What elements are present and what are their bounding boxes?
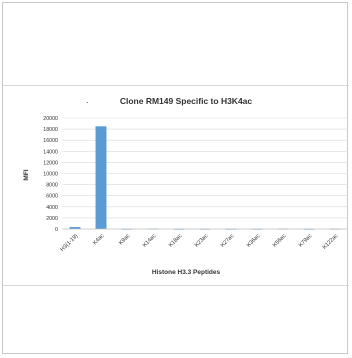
- x-tick-label: K56ac: [272, 233, 288, 249]
- x-tick-label: K79ac: [298, 233, 314, 249]
- title-prefix: .: [86, 95, 89, 105]
- x-tick-label: K4ac: [92, 233, 105, 246]
- top-divider: [3, 85, 349, 86]
- gridlines: [62, 117, 348, 219]
- y-tick-label: 10000: [43, 172, 58, 178]
- y-tick-label: 20000: [43, 116, 58, 122]
- x-axis-label: Histone H3.3 Peptides: [152, 269, 221, 276]
- y-axis-label: MFI: [23, 169, 30, 180]
- y-tick-label: 8000: [46, 183, 58, 189]
- x-tick-label: H3(1-19): [60, 233, 80, 253]
- y-tick-label: 18000: [43, 127, 58, 133]
- figure-frame: [2, 2, 348, 354]
- y-tick-label: 12000: [43, 160, 58, 166]
- bottom-divider: [3, 285, 349, 286]
- y-tick-label: 4000: [46, 205, 58, 211]
- x-tick-label: K9ac: [118, 233, 131, 246]
- x-tick-label: K27ac: [220, 233, 236, 249]
- y-tick-label: 16000: [43, 138, 58, 144]
- y-tick-label: 14000: [43, 149, 58, 155]
- chart-title: Clone RM149 Specific to H3K4ac: [120, 96, 253, 106]
- x-tick-label: K18ac: [168, 233, 184, 249]
- x-tick-label: K14ac: [142, 233, 158, 249]
- x-tick-label: K23ac: [194, 233, 210, 249]
- y-tick-label: 2000: [46, 216, 58, 222]
- y-tick-labels: 0 2000 4000 6000 8000 10000 12000 14000 16000 180…: [43, 116, 58, 233]
- bar-k4ac: [95, 126, 107, 229]
- bars: [69, 126, 341, 230]
- y-tick-label: 6000: [46, 194, 58, 200]
- bar-h3-1-19-: [69, 227, 81, 229]
- y-tick-label: 0: [55, 227, 58, 233]
- x-tick-label: K36ac: [246, 233, 262, 249]
- x-tick-label: K122ac: [322, 233, 340, 251]
- x-tick-labels: H3(1-19) K4ac K9ac K14ac K18ac K23ac K27ac K36a…: [60, 233, 340, 253]
